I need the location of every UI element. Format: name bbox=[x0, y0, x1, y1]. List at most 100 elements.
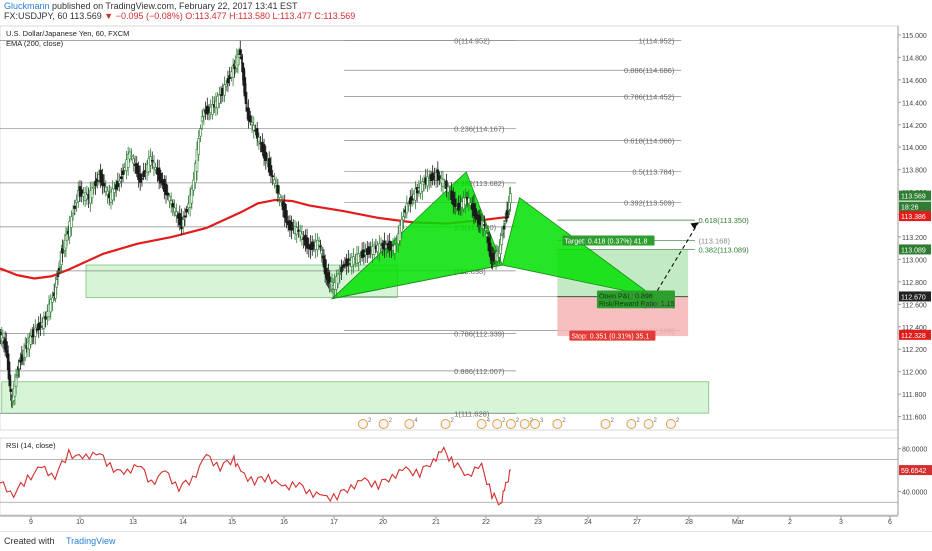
candle-body bbox=[111, 188, 114, 201]
price-tag bbox=[899, 190, 931, 201]
candle-body bbox=[101, 174, 104, 186]
candle-body bbox=[290, 221, 293, 231]
candle-body bbox=[130, 155, 133, 157]
candle-body bbox=[61, 248, 64, 254]
publish-text: published on TradingView.com, February 2… bbox=[49, 1, 298, 11]
event-count: 2 bbox=[636, 418, 640, 424]
candle-body bbox=[106, 190, 109, 196]
candle-body bbox=[509, 193, 512, 203]
symbol-quote: FX:USDJPY, 60 113.569 ▼ −0.095 (−0.08%) … bbox=[4, 11, 355, 21]
candle-body bbox=[70, 216, 73, 228]
candle-body bbox=[150, 159, 154, 162]
candle-body bbox=[484, 228, 487, 231]
price-change: ▼ −0.095 (−0.08%) bbox=[104, 11, 183, 21]
event-marker bbox=[378, 419, 389, 429]
candle-body bbox=[255, 128, 259, 139]
candle-body bbox=[398, 224, 402, 241]
event-marker bbox=[519, 419, 530, 429]
event-marker bbox=[552, 419, 563, 429]
y-tick-label: 112.600 bbox=[902, 302, 927, 309]
candle-body bbox=[171, 203, 175, 208]
footer-bar: Created with TradingView bbox=[0, 531, 932, 551]
candle-body bbox=[453, 198, 457, 207]
y-tick-label: 114.000 bbox=[902, 145, 927, 152]
price-tag bbox=[899, 291, 931, 302]
candle-body bbox=[395, 243, 398, 246]
event-count: 2 bbox=[654, 418, 658, 424]
y-tick-label: 112.000 bbox=[902, 370, 927, 377]
candle-body bbox=[164, 183, 168, 196]
candle-body bbox=[408, 197, 412, 205]
candle-body bbox=[271, 175, 274, 178]
event-count: 2 bbox=[676, 418, 680, 424]
fib-level-label: 0.392(113.509) bbox=[624, 198, 675, 207]
price-tag bbox=[899, 329, 931, 340]
candle-body bbox=[57, 267, 61, 271]
candle-body bbox=[42, 317, 46, 329]
candle-body bbox=[142, 171, 145, 178]
event-count: 4 bbox=[414, 418, 418, 424]
fib-level-label: 1(114.952) bbox=[639, 36, 675, 45]
candle-body bbox=[226, 77, 230, 84]
candle-body bbox=[132, 158, 135, 164]
event-marker bbox=[476, 419, 487, 429]
support-zone bbox=[1, 381, 710, 414]
candle-body bbox=[159, 172, 163, 184]
ohlc-values: O:113.477 H:113.580 L:113.477 C:113.569 bbox=[185, 11, 356, 21]
indicator-legend: EMA (200, close) bbox=[6, 39, 64, 48]
author-link[interactable]: Gluckmann bbox=[4, 1, 50, 11]
last-price: 113.569 bbox=[69, 11, 102, 21]
event-marker bbox=[643, 419, 654, 429]
event-marker bbox=[357, 419, 368, 429]
candle-body bbox=[372, 244, 376, 255]
tradingview-logo[interactable]: TradingView bbox=[66, 536, 116, 546]
candle-body bbox=[190, 188, 194, 204]
candle-body bbox=[29, 335, 33, 345]
candle-body bbox=[71, 213, 75, 216]
price-tag-label: 113.569 bbox=[901, 194, 926, 201]
candle-body bbox=[8, 374, 12, 387]
candle-body bbox=[94, 180, 97, 187]
x-tick-label: 2 bbox=[788, 519, 792, 526]
event-marker bbox=[492, 419, 503, 429]
y-tick-label: 114.400 bbox=[902, 100, 927, 107]
y-tick-label: 112.400 bbox=[902, 325, 927, 332]
candle-body bbox=[49, 299, 53, 313]
candle-body bbox=[80, 189, 84, 197]
x-tick-label: 20 bbox=[379, 519, 387, 526]
candle-body bbox=[218, 94, 221, 104]
created-with-text: Created with bbox=[4, 536, 55, 546]
candle-body bbox=[33, 327, 37, 337]
x-tick-label: 14 bbox=[179, 519, 187, 526]
pattern-triangle-bcd bbox=[501, 197, 654, 298]
candle-body bbox=[30, 335, 34, 338]
candle-body bbox=[51, 297, 54, 303]
stop-label: Stop: 0.351 (0.31%) 35.1 bbox=[571, 334, 649, 341]
fib-level-label: 0.5(113.784) bbox=[632, 167, 674, 176]
candle-body bbox=[9, 389, 13, 392]
candle-body bbox=[250, 122, 254, 126]
candle-body bbox=[197, 138, 200, 156]
candle-body bbox=[279, 200, 283, 203]
candle-body bbox=[341, 264, 345, 268]
candle-body bbox=[73, 205, 77, 209]
candle-body bbox=[219, 94, 223, 97]
x-tick-label: 22 bbox=[482, 519, 490, 526]
x-tick-label: 3 bbox=[839, 519, 843, 526]
candle-body bbox=[285, 210, 288, 223]
candle-body bbox=[193, 163, 197, 183]
candle-body bbox=[92, 187, 96, 190]
rsi-title: RSI (14, close) bbox=[6, 441, 56, 450]
candle-body bbox=[192, 179, 195, 191]
mid-level-label: (112.717) bbox=[643, 301, 675, 310]
fib-level-label: 0.786(114.452) bbox=[624, 92, 675, 101]
y-tick-label: 114.800 bbox=[902, 55, 927, 62]
candle-body bbox=[181, 219, 185, 227]
fib-level-label: 0.886(114.686) bbox=[624, 66, 675, 75]
candle-body bbox=[231, 65, 235, 78]
candle-body bbox=[276, 184, 280, 194]
projection-label: 0.382(113.089) bbox=[698, 245, 749, 254]
candle-body bbox=[400, 219, 403, 233]
